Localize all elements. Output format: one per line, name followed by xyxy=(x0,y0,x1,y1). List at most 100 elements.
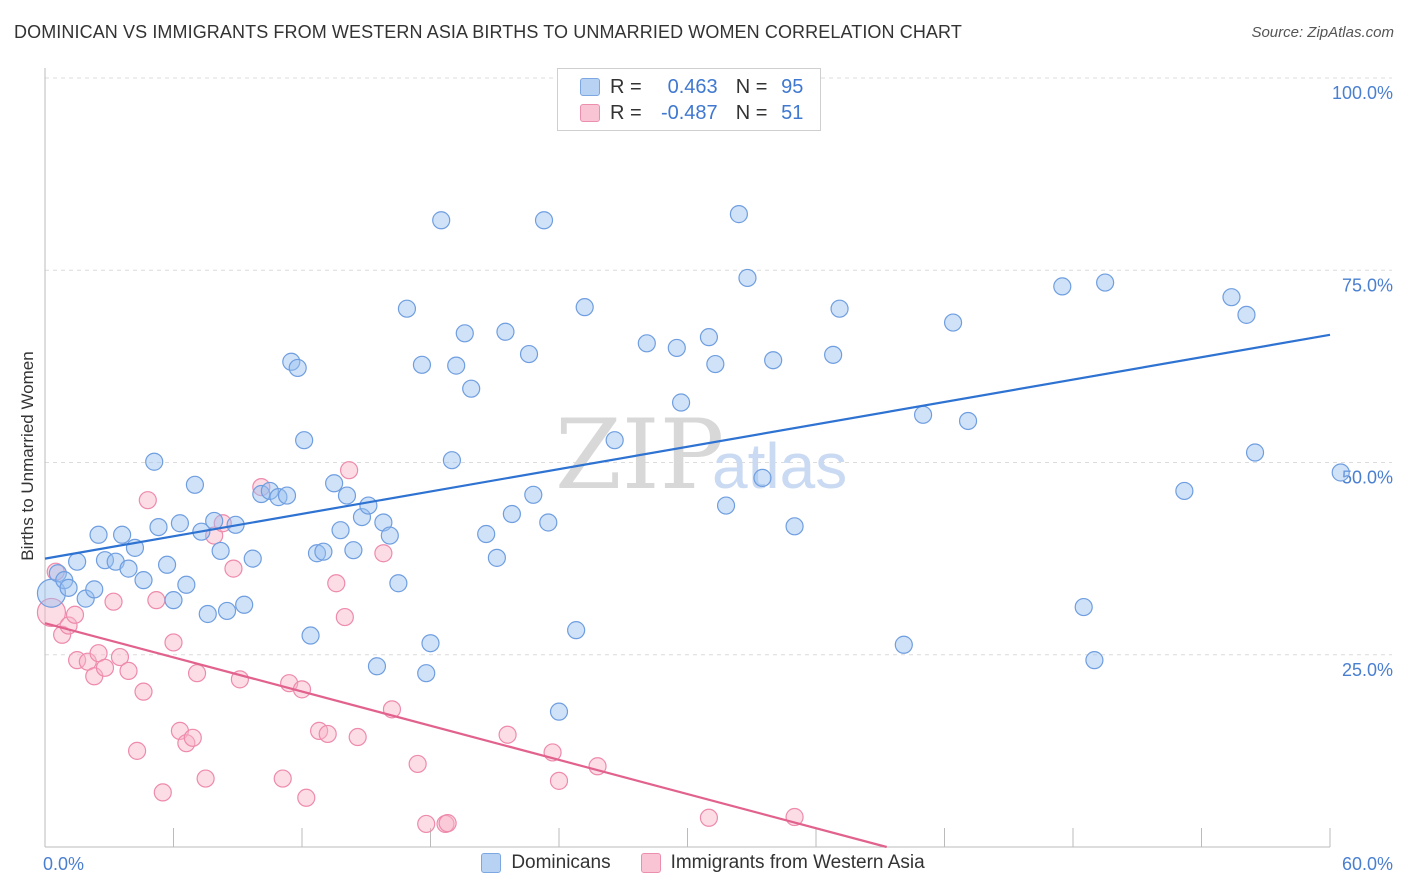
data-point-western-asia xyxy=(327,574,346,593)
watermark-atlas: atlas xyxy=(712,430,847,502)
data-point-dominicans xyxy=(432,211,451,230)
data-point-dominicans xyxy=(943,313,963,332)
data-point-dominicans xyxy=(412,355,432,374)
data-point-dominicans xyxy=(716,496,736,515)
x-tick-label: 0.0% xyxy=(43,854,84,874)
data-point-dominicans xyxy=(307,544,327,563)
legend-row-dominicans: R = 0.463 N = 95 xyxy=(580,75,803,99)
data-point-western-asia xyxy=(224,559,243,578)
legend-swatch-blue xyxy=(580,78,600,96)
data-point-western-asia xyxy=(196,769,215,788)
data-point-dominicans xyxy=(205,511,224,531)
data-point-western-asia xyxy=(498,725,517,744)
data-point-dominicans xyxy=(85,580,104,599)
data-point-western-asia xyxy=(183,728,202,747)
data-point-dominicans xyxy=(519,344,539,364)
correlation-legend: R = 0.463 N = 95 R = -0.487 N = 51 xyxy=(557,68,821,131)
legend-swatch-blue xyxy=(481,853,502,873)
data-point-dominicans xyxy=(48,564,67,583)
data-point-western-asia xyxy=(65,605,85,624)
data-point-dominicans xyxy=(344,541,363,560)
watermark: ZIP atlas xyxy=(555,399,847,511)
data-point-western-asia xyxy=(340,461,359,480)
y-tick-label: 50.0% xyxy=(1342,468,1393,488)
data-point-western-asia xyxy=(549,771,569,790)
legend-n-value: 95 xyxy=(781,75,804,98)
y-tick-label: 75.0% xyxy=(1342,275,1393,295)
data-point-dominicans xyxy=(462,379,481,398)
data-point-dominicans xyxy=(198,604,217,624)
legend-label-dominicans: Dominicans xyxy=(511,852,611,873)
data-point-dominicans xyxy=(824,345,843,364)
data-point-dominicans xyxy=(397,299,417,318)
series-legend: Dominicans Immigrants from Western Asia xyxy=(0,852,1406,874)
data-point-dominicans xyxy=(325,474,344,493)
legend-label-western-asia: Immigrants from Western Asia xyxy=(670,852,925,873)
legend-n-label: N = xyxy=(735,75,768,98)
data-point-dominicans xyxy=(337,486,357,505)
data-point-dominicans xyxy=(389,574,408,593)
legend-swatch-pink xyxy=(580,104,600,122)
data-point-dominicans xyxy=(235,595,254,614)
data-point-dominicans xyxy=(243,549,262,568)
data-point-dominicans xyxy=(164,591,183,610)
data-point-western-asia xyxy=(438,814,457,833)
legend-row-western-asia: R = -0.487 N = 51 xyxy=(580,101,803,125)
data-point-dominicans xyxy=(59,578,78,597)
data-point-dominicans xyxy=(575,298,594,317)
data-point-western-asia xyxy=(318,724,337,744)
data-point-dominicans xyxy=(1085,651,1104,670)
trendlines xyxy=(44,333,1331,849)
data-point-dominicans xyxy=(359,496,378,515)
legend-item-dominicans[interactable]: Dominicans xyxy=(481,852,611,874)
data-point-western-asia xyxy=(164,633,183,652)
source-label: Source: ZipAtlas.com xyxy=(1251,24,1394,41)
data-point-dominicans xyxy=(1175,481,1194,501)
data-point-dominicans xyxy=(1053,277,1072,296)
data-point-dominicans xyxy=(277,486,297,505)
data-point-western-asia xyxy=(127,741,147,760)
data-point-dominicans xyxy=(177,575,196,594)
data-point-dominicans xyxy=(380,526,399,545)
y-tick-label: 100.0% xyxy=(1332,83,1393,103)
data-point-dominicans xyxy=(217,601,237,621)
data-point-dominicans xyxy=(288,358,307,378)
data-point-dominicans xyxy=(502,504,521,524)
data-point-dominicans xyxy=(1074,597,1093,617)
data-point-western-asia xyxy=(417,814,436,834)
data-point-dominicans xyxy=(958,411,978,431)
data-point-dominicans xyxy=(1237,305,1256,324)
data-point-dominicans xyxy=(112,525,132,544)
legend-r-label: R = xyxy=(610,101,642,124)
data-point-dominicans xyxy=(89,525,108,544)
data-point-western-asia xyxy=(187,664,207,683)
series-western-asia-points xyxy=(36,461,804,834)
data-point-dominicans xyxy=(830,299,849,318)
data-point-western-asia xyxy=(53,625,72,644)
data-point-dominicans xyxy=(68,552,87,571)
data-point-dominicans xyxy=(314,542,333,561)
x-tick-labels: 0.0% 60.0% xyxy=(43,854,1393,874)
chart-title: DOMINICAN VS IMMIGRANTS FROM WESTERN ASI… xyxy=(14,22,962,42)
data-point-western-asia xyxy=(252,478,271,497)
data-point-western-asia xyxy=(110,647,130,667)
legend-r-label: R = xyxy=(610,75,642,98)
data-point-dominicans xyxy=(1222,288,1241,307)
data-point-dominicans xyxy=(738,268,757,288)
data-point-western-asia xyxy=(348,727,367,747)
data-point-dominicans xyxy=(753,468,772,487)
legend-r-value: -0.487 xyxy=(660,101,718,124)
data-point-dominicans xyxy=(496,322,515,341)
data-point-dominicans xyxy=(667,338,686,358)
data-point-western-asia xyxy=(147,591,166,610)
y-tick-labels: 25.0% 50.0% 75.0% 100.0% xyxy=(1332,83,1393,680)
y-tick-label: 25.0% xyxy=(1342,660,1393,680)
legend-n-label: N = xyxy=(735,101,768,124)
data-point-dominicans xyxy=(764,351,783,370)
data-point-dominicans xyxy=(211,541,230,561)
data-point-dominicans xyxy=(913,405,933,424)
legend-item-western-asia[interactable]: Immigrants from Western Asia xyxy=(640,852,925,874)
data-point-dominicans xyxy=(421,634,440,653)
data-point-dominicans xyxy=(134,571,153,590)
